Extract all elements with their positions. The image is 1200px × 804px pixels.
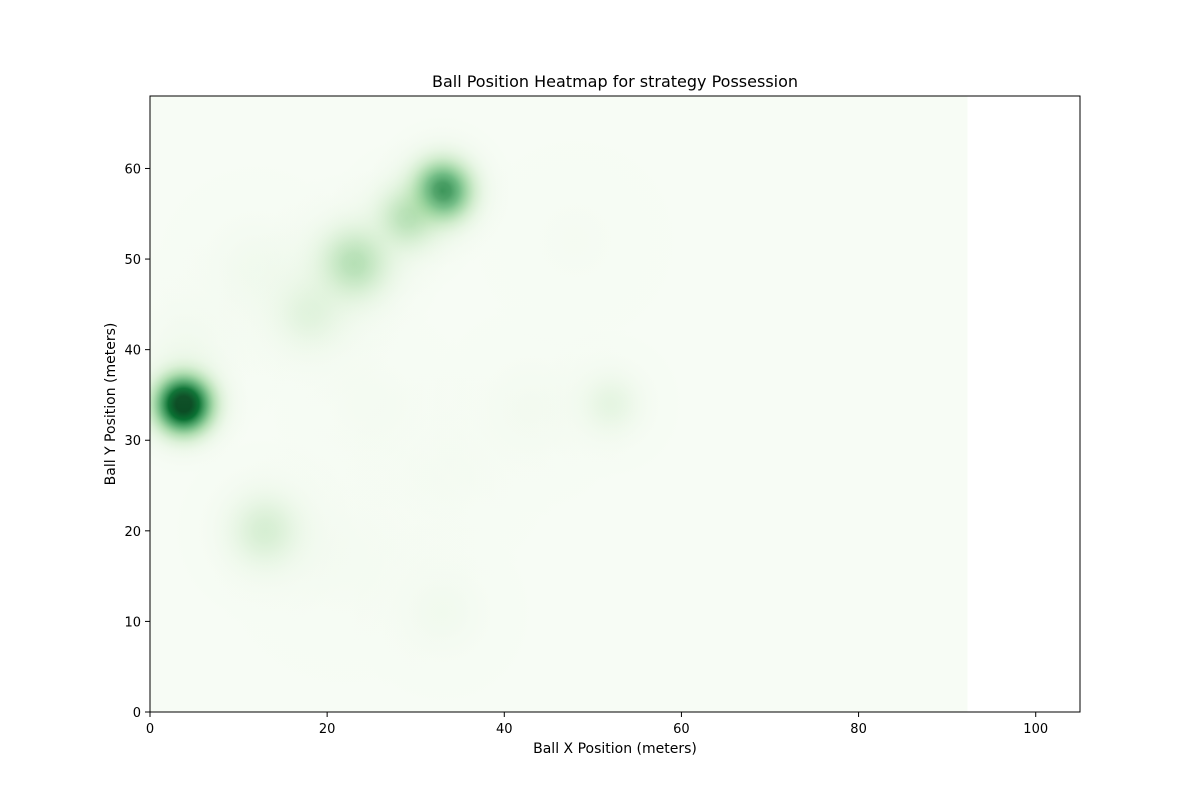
x-axis-label: Ball X Position (meters) [533, 741, 697, 757]
x-tick-label: 100 [1023, 722, 1048, 737]
x-tick-label: 60 [673, 722, 690, 737]
y-tick-label: 50 [124, 253, 141, 268]
x-tick-label: 20 [319, 722, 336, 737]
y-tick-label: 60 [124, 162, 141, 177]
y-tick-label: 40 [124, 344, 141, 359]
x-tick-label: 0 [146, 722, 154, 737]
chart-title: Ball Position Heatmap for strategy Posse… [432, 72, 798, 91]
plot-area [150, 96, 968, 712]
x-axis-ticks: 0 20 40 60 80 100 [146, 712, 1048, 737]
x-tick-label: 40 [496, 722, 513, 737]
y-tick-label: 20 [124, 525, 141, 540]
y-axis-label: Ball Y Position (meters) [103, 323, 119, 486]
plot-frame [149, 95, 1081, 713]
y-tick-label: 10 [124, 615, 141, 630]
x-tick-label: 80 [850, 722, 867, 737]
y-tick-label: 30 [124, 434, 141, 449]
y-tick-label: 0 [133, 706, 141, 721]
density-layer [150, 115, 685, 708]
density-peak [212, 422, 478, 694]
y-axis-ticks: 0 10 20 30 40 50 60 [124, 162, 150, 721]
density-peak [468, 132, 682, 350]
density-peak [150, 240, 292, 459]
